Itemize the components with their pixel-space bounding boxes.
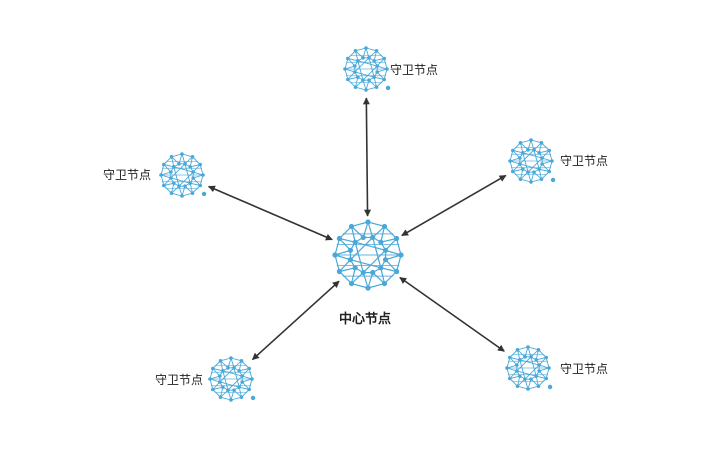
guard-node-g3-icon xyxy=(159,152,205,198)
guard-node-label-left-upper: 守卫节点 xyxy=(103,168,152,182)
node-tail-dot xyxy=(385,85,391,91)
node-tail-dot xyxy=(547,384,553,390)
center-node-label: 中心节点 xyxy=(339,311,392,326)
edge-center-g1 xyxy=(362,97,372,217)
guard-node-label-top: 守卫节点 xyxy=(390,63,439,77)
edge-center-g3 xyxy=(207,185,333,241)
edge-center-g2 xyxy=(401,174,507,237)
guard-node-label-left-lower: 守卫节点 xyxy=(155,373,204,387)
guard-node-g4-icon xyxy=(208,356,254,402)
node-tail-dot xyxy=(550,177,556,183)
edge-center-g4 xyxy=(251,280,340,361)
guard-node-g5-icon xyxy=(505,345,551,391)
guard-node-g1-icon xyxy=(343,46,389,92)
nodes xyxy=(159,46,556,402)
node-tail-dot xyxy=(250,395,256,401)
guard-node-label-right-lower: 守卫节点 xyxy=(560,362,609,376)
edge-center-g5 xyxy=(399,276,505,352)
center-node-center-icon xyxy=(332,219,404,291)
guard-node-g2-icon xyxy=(508,138,554,184)
guard-node-label-right-upper: 守卫节点 xyxy=(560,154,609,168)
edges xyxy=(207,97,507,361)
node-tail-dot xyxy=(201,191,207,197)
